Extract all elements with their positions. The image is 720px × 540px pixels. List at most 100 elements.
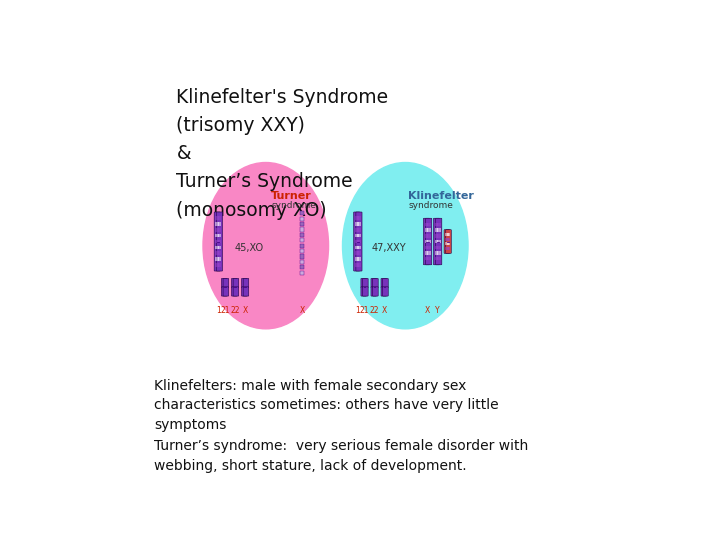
Bar (300, 211, 305, 215)
Text: &: & (176, 144, 191, 163)
FancyBboxPatch shape (233, 279, 239, 288)
FancyBboxPatch shape (444, 230, 449, 253)
Bar (435, 257, 438, 260)
Bar (217, 222, 222, 226)
Bar (425, 234, 428, 238)
Bar (355, 234, 359, 238)
Ellipse shape (343, 163, 468, 329)
Bar (217, 234, 222, 238)
Bar (217, 240, 222, 243)
Text: 22: 22 (370, 306, 379, 315)
FancyBboxPatch shape (373, 287, 378, 296)
Bar (215, 234, 219, 238)
Text: Turner’s syndrome:  very serious female disorder with
webbing, short stature, la: Turner’s syndrome: very serious female d… (154, 439, 528, 472)
Bar (357, 252, 361, 255)
Bar (215, 252, 219, 255)
Bar (215, 222, 219, 226)
Bar (425, 257, 428, 260)
FancyBboxPatch shape (243, 279, 248, 288)
Bar (427, 257, 431, 260)
FancyBboxPatch shape (222, 287, 227, 296)
Text: X: X (425, 306, 431, 315)
FancyBboxPatch shape (363, 287, 368, 296)
Bar (300, 227, 305, 232)
Bar (427, 234, 431, 238)
Bar (427, 240, 431, 243)
Bar (300, 271, 305, 275)
FancyBboxPatch shape (354, 212, 360, 271)
Bar (357, 234, 361, 238)
Bar (435, 222, 438, 226)
FancyBboxPatch shape (361, 287, 366, 296)
Bar (215, 257, 219, 261)
Bar (437, 240, 441, 243)
Bar (447, 233, 450, 236)
Bar (357, 246, 361, 249)
Bar (437, 246, 441, 249)
FancyBboxPatch shape (436, 218, 442, 265)
Text: Klinefelter's Syndrome: Klinefelter's Syndrome (176, 87, 389, 107)
Bar (445, 238, 449, 241)
FancyBboxPatch shape (223, 287, 229, 296)
Bar (437, 222, 441, 226)
Bar (215, 240, 219, 243)
FancyBboxPatch shape (426, 218, 432, 265)
FancyBboxPatch shape (241, 279, 247, 288)
Bar (355, 252, 359, 255)
Bar (300, 222, 305, 226)
Bar (217, 228, 222, 232)
Bar (435, 240, 438, 243)
Text: Y: Y (436, 306, 440, 315)
Bar (217, 246, 222, 249)
Bar (300, 254, 305, 259)
Bar (357, 240, 361, 243)
Text: Turner’s Syndrome: Turner’s Syndrome (176, 172, 353, 192)
Bar (355, 222, 359, 226)
Bar (300, 217, 305, 221)
Text: X: X (382, 306, 387, 315)
Text: 45,XO: 45,XO (235, 243, 264, 253)
Bar (427, 251, 431, 255)
Bar (447, 242, 450, 245)
Text: (trisomy XXY): (trisomy XXY) (176, 116, 305, 135)
Bar (435, 246, 438, 249)
FancyBboxPatch shape (382, 287, 388, 296)
Text: X: X (300, 306, 305, 315)
Bar (447, 238, 450, 241)
Bar (300, 249, 305, 253)
Bar (447, 247, 450, 249)
FancyBboxPatch shape (233, 287, 239, 296)
Bar (357, 228, 361, 232)
Text: Turner: Turner (271, 191, 312, 201)
FancyBboxPatch shape (356, 212, 362, 271)
Bar (357, 217, 361, 220)
Bar (435, 228, 438, 232)
FancyBboxPatch shape (217, 212, 222, 271)
Bar (425, 222, 428, 226)
Text: (monosomy XO): (monosomy XO) (176, 201, 327, 220)
Bar (300, 238, 305, 242)
Bar (437, 228, 441, 232)
Bar (437, 251, 441, 255)
FancyBboxPatch shape (243, 287, 248, 296)
Bar (355, 246, 359, 249)
FancyBboxPatch shape (222, 279, 227, 288)
Bar (215, 217, 219, 220)
Bar (435, 251, 438, 255)
Bar (300, 260, 305, 264)
Bar (445, 233, 449, 236)
Bar (425, 251, 428, 255)
Bar (217, 252, 222, 255)
FancyBboxPatch shape (381, 279, 387, 288)
Bar (427, 246, 431, 249)
Bar (425, 240, 428, 243)
Bar (217, 217, 222, 220)
Bar (300, 265, 305, 269)
Bar (215, 263, 219, 267)
Text: 21: 21 (220, 306, 230, 315)
Bar (357, 257, 361, 261)
Text: 22: 22 (230, 306, 240, 315)
Bar (437, 234, 441, 238)
Bar (437, 257, 441, 260)
FancyBboxPatch shape (371, 287, 377, 296)
